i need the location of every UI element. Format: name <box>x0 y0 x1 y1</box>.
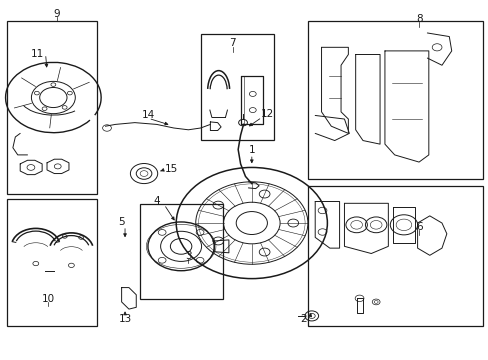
Text: 5: 5 <box>118 217 124 227</box>
Bar <box>7 22 97 194</box>
Bar <box>7 199 97 326</box>
Bar <box>200 34 273 140</box>
Text: 4: 4 <box>153 196 160 206</box>
Text: 14: 14 <box>142 110 155 120</box>
Text: 1: 1 <box>248 144 255 154</box>
Bar <box>307 186 483 326</box>
Text: 10: 10 <box>42 294 55 304</box>
Text: 15: 15 <box>164 163 178 174</box>
Bar <box>140 204 223 299</box>
Text: 13: 13 <box>118 314 131 324</box>
Text: 11: 11 <box>31 49 44 59</box>
Text: 7: 7 <box>229 38 236 48</box>
Text: 6: 6 <box>415 222 422 232</box>
Text: 9: 9 <box>53 9 60 19</box>
Text: 3: 3 <box>185 251 191 261</box>
Text: 12: 12 <box>261 109 274 119</box>
Text: 8: 8 <box>415 14 422 24</box>
Text: 2: 2 <box>300 314 306 324</box>
Bar <box>307 22 483 179</box>
